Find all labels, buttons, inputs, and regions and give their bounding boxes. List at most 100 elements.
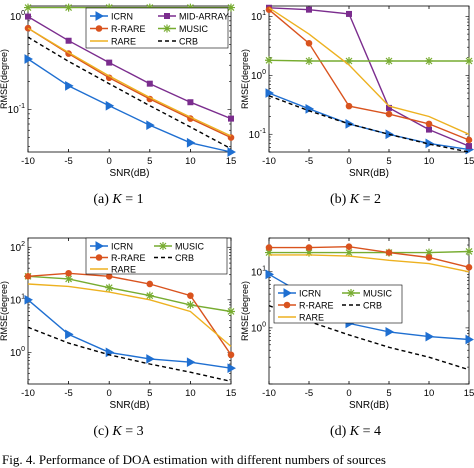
data-point-music-b	[345, 56, 353, 65]
data-point-r-rare-d	[385, 249, 393, 256]
legend-marker-icrn-a	[95, 11, 105, 21]
data-point-r-rare-c	[146, 280, 154, 288]
data-point-mid-array-b	[346, 10, 352, 17]
x-axis-label-d: SNR(dB)	[349, 400, 389, 411]
legend-label-icrn-d: ICRN	[299, 289, 321, 299]
data-point-music-b	[465, 56, 473, 65]
legend-label-music-c: MUSIC	[175, 242, 205, 252]
data-point-music-c	[186, 300, 195, 309]
data-point-music-d	[305, 248, 313, 257]
caption-c-prefix: (c)	[93, 424, 109, 439]
legend-marker-music-d	[347, 289, 355, 297]
x-tick-label-c: -10	[21, 388, 35, 399]
legend-marker-music-a	[163, 24, 171, 33]
data-point-music-a	[64, 3, 73, 12]
data-point-r-rare-c	[187, 292, 194, 299]
data-point-icrn-b	[425, 138, 435, 149]
data-point-r-rare-b	[305, 39, 313, 47]
x-tick-label-b: 10	[424, 156, 435, 167]
legend-box-a	[85, 7, 229, 49]
data-point-icrn-c	[227, 363, 237, 374]
data-point-icrn-a	[24, 54, 34, 64]
data-point-r-rare-b	[425, 120, 433, 128]
caption-d-var: K	[349, 424, 360, 439]
y-tick-label-b: 101	[251, 10, 266, 23]
series-line-crb-c	[27, 326, 232, 383]
data-point-icrn-c	[24, 294, 34, 305]
x-tick-label-c: 0	[107, 388, 112, 399]
series-line-music-c	[27, 275, 232, 313]
x-tick-label-a: -10	[21, 156, 35, 167]
legend-box-c	[85, 237, 228, 275]
data-point-music-a	[227, 3, 235, 12]
data-point-icrn-d	[465, 334, 474, 345]
legend-label-rare-c: RARE	[111, 265, 136, 275]
y-axis-label-d: RMSE(degree)	[240, 281, 250, 341]
data-point-r-rare-d	[345, 243, 353, 250]
data-point-mid-array-a	[106, 59, 113, 66]
y-axis-label-a: RMSE(degree)	[0, 49, 9, 109]
legend-marker-icrn-d	[283, 288, 293, 298]
legend-label-music-d: MUSIC	[363, 289, 393, 299]
data-point-icrn-d	[385, 326, 395, 337]
data-point-icrn-a	[105, 100, 115, 111]
series-line-mid-array-a	[27, 15, 232, 120]
x-tick-label-b: 5	[386, 156, 391, 167]
x-tick-label-d: 15	[464, 388, 474, 399]
x-tick-label-a: 5	[147, 156, 152, 167]
data-point-mid-array-a	[146, 80, 153, 87]
series-line-crb-a	[27, 36, 232, 150]
x-tick-label-a: 0	[107, 156, 112, 167]
legend-label-crb-a: CRB	[179, 37, 198, 47]
x-tick-label-c: 15	[226, 388, 237, 399]
plot-frame-a	[27, 5, 232, 153]
x-axis-label-a: SNR(dB)	[109, 168, 149, 179]
x-tick-label-b: -5	[305, 156, 313, 167]
data-point-icrn-a	[186, 137, 196, 148]
x-tick-label-d: -5	[305, 388, 313, 399]
x-tick-label-d: 0	[346, 388, 351, 399]
x-tick-label-c: 5	[147, 388, 152, 399]
panel-a: -10 -5 0 5 10 15 10-1 100 SNR(dB) RMSE(degree) ICR…	[0, 3, 236, 179]
series-line-music-b	[268, 59, 469, 62]
series-line-icrn-c	[27, 299, 232, 369]
data-point-r-rare-d	[305, 244, 313, 251]
caption-c: (c) K = 3	[0, 424, 237, 440]
x-tick-label-d: 5	[386, 388, 391, 399]
legend-marker-mid-array-a	[164, 13, 170, 19]
caption-d-val: = 4	[362, 424, 382, 439]
series-line-rare-d	[269, 254, 470, 273]
data-point-music-b	[265, 56, 273, 65]
legend-label-r-rare-c: R-RARE	[111, 253, 146, 263]
data-point-r-rare-c	[227, 351, 235, 359]
legend-marker-icrn-c	[95, 241, 105, 251]
caption-a: (a) K = 1	[0, 192, 237, 208]
data-point-music-c	[64, 274, 73, 283]
data-point-icrn-c	[186, 357, 196, 368]
caption-b: (b) K = 2	[237, 192, 474, 208]
data-point-r-rare-c	[24, 273, 32, 280]
data-point-music-c	[227, 307, 235, 316]
data-point-mid-array-b	[466, 143, 472, 150]
legend-label-rare-d: RARE	[299, 313, 324, 323]
x-tick-label-d: -10	[262, 388, 276, 399]
series-line-r-rare-a	[27, 27, 232, 139]
panel-b: -10 -5 0 5 10 15 10-1 100 101 SNR(dB) RMSE(degree)	[240, 4, 474, 179]
data-point-mid-array-b	[426, 126, 432, 133]
data-point-music-d	[345, 248, 353, 257]
y-tick-label-d: 101	[251, 265, 266, 278]
data-point-r-rare-c	[65, 269, 72, 277]
data-point-music-a	[145, 3, 154, 12]
series-line-rare-b	[268, 7, 470, 135]
x-axis-label-b: SNR(dB)	[349, 168, 389, 179]
y-tick-label-c: 102	[10, 241, 25, 254]
x-tick-label-d: 10	[424, 388, 435, 399]
data-point-mid-array-a	[65, 37, 72, 44]
data-point-icrn-d	[265, 269, 275, 280]
data-point-r-rare-b	[465, 136, 473, 144]
caption-a-prefix: (a)	[93, 192, 109, 207]
data-point-music-a	[186, 3, 195, 12]
data-point-music-c	[145, 291, 154, 300]
caption-a-var: K	[112, 192, 122, 207]
